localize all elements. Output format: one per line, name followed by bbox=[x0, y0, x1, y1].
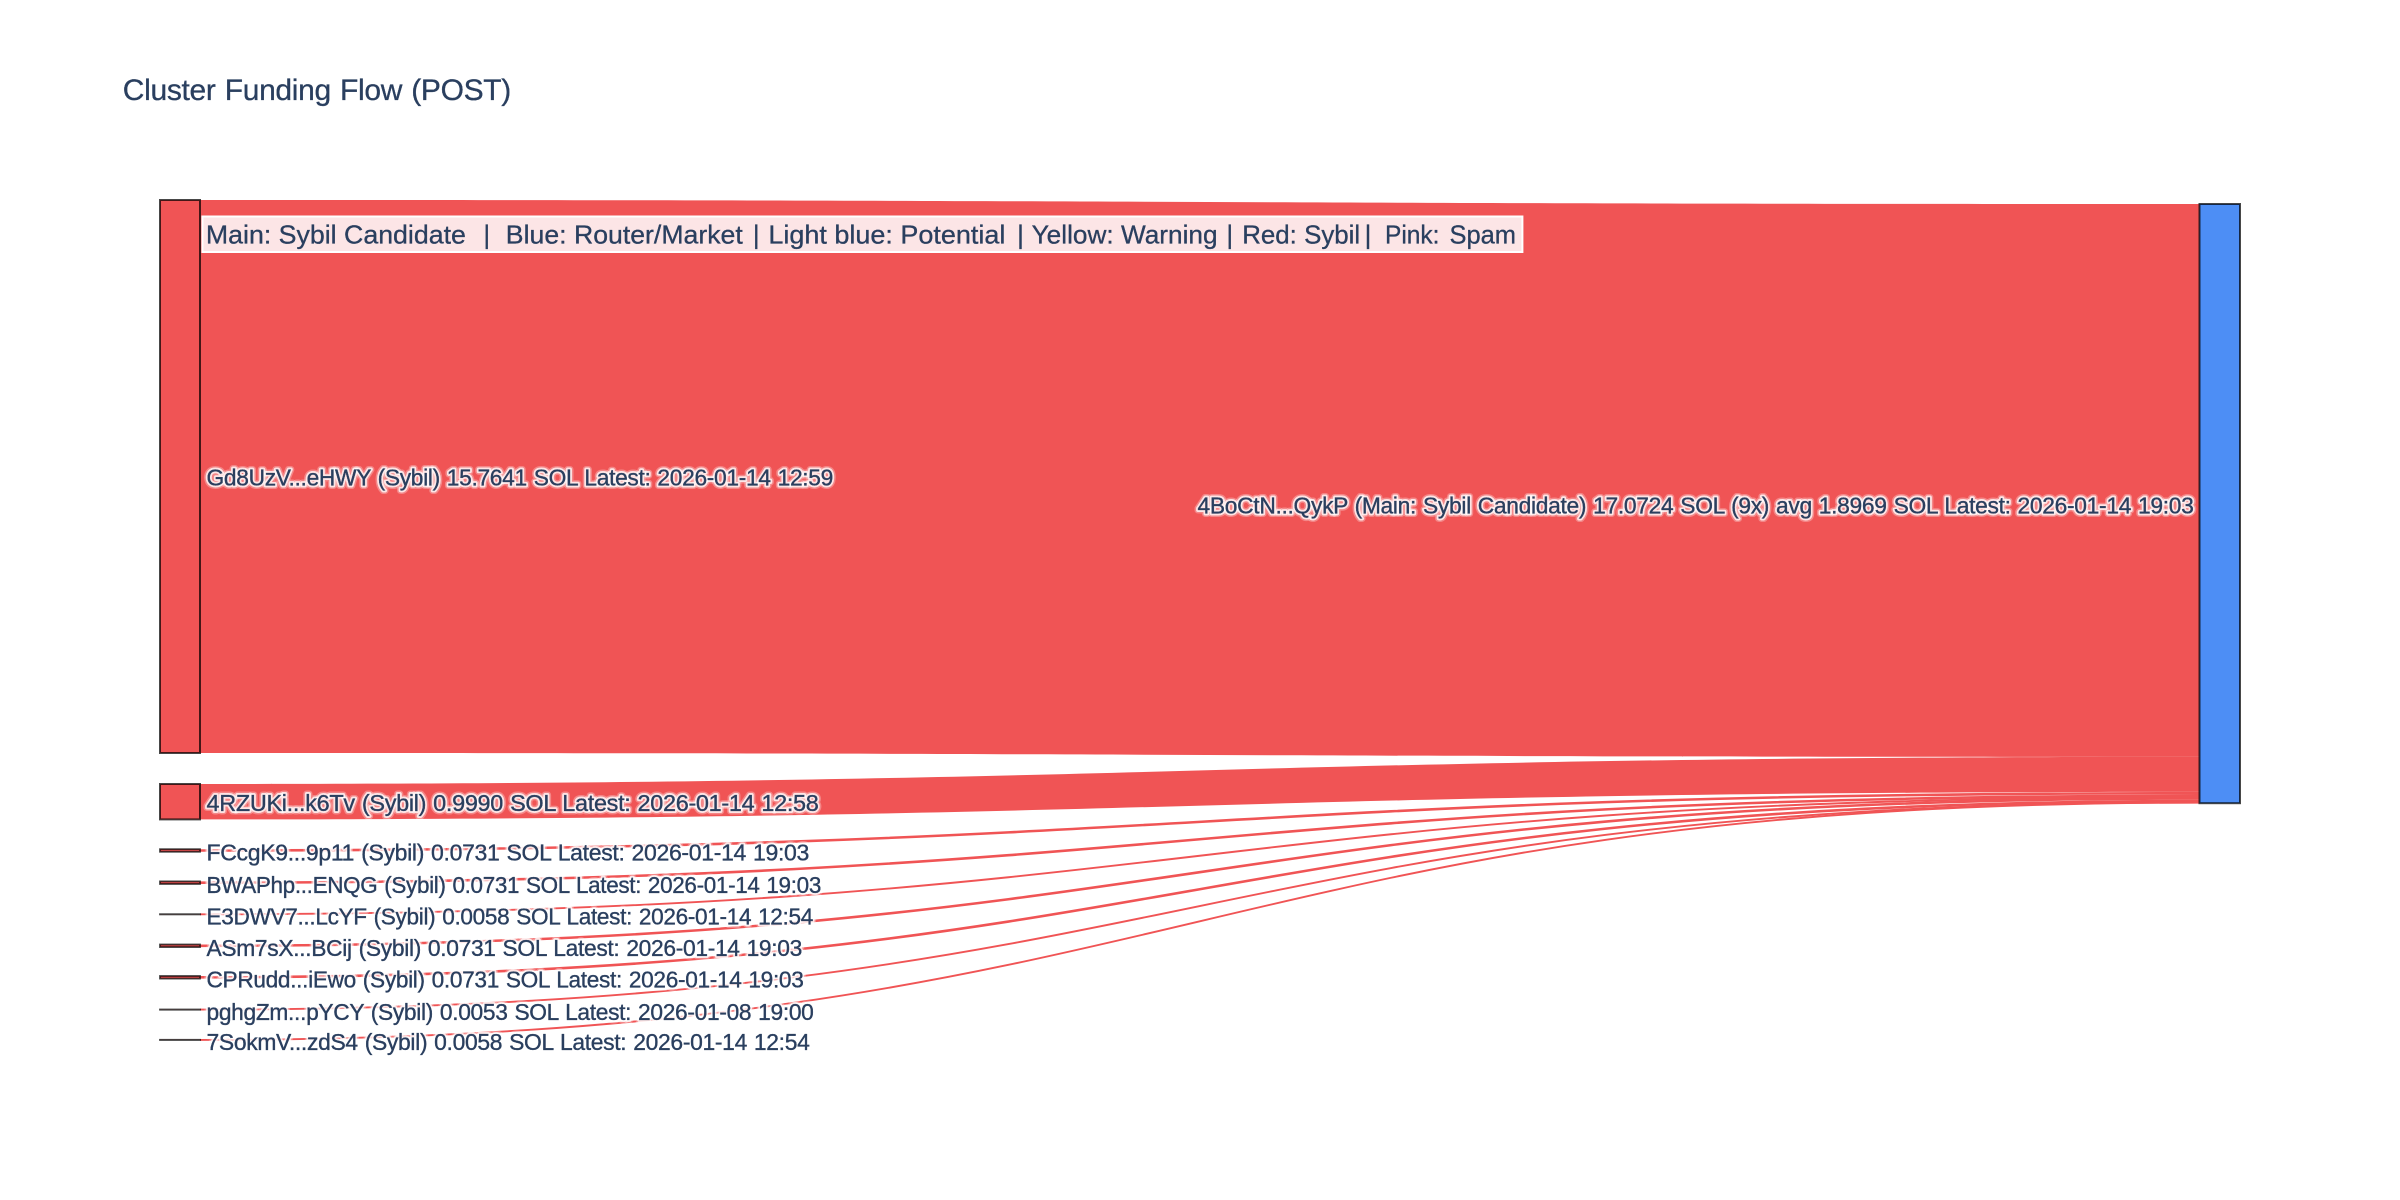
svg-text:4RZUKi...k6Tv (Sybil) 0.9990 S: 4RZUKi...k6Tv (Sybil) 0.9990 SOL Latest:… bbox=[207, 790, 819, 816]
svg-text:Gd8UzV...eHWY (Sybil) 15.7641: Gd8UzV...eHWY (Sybil) 15.7641 SOL Latest… bbox=[207, 464, 834, 490]
svg-text:4BoCtN...QykP (Main: Sybil Can: 4BoCtN...QykP (Main: Sybil Candidate) 17… bbox=[1198, 492, 2194, 518]
svg-text:Main: Sybil Candidate|Blue: Ro: Main: Sybil Candidate | Blue: Router/Marke… bbox=[206, 219, 1516, 249]
svg-text:4BoCtN...QykP (Main: Sybil Can: 4BoCtN...QykP (Main: Sybil Candidate) 17… bbox=[1198, 492, 2194, 518]
svg-text:E3DWV7...LcYF (Sybil) 0.0058 S: E3DWV7...LcYF (Sybil) 0.0058 SOL Latest:… bbox=[207, 904, 814, 930]
svg-text:7SokmV...zdS4 (Sybil) 0.0058 S: 7SokmV...zdS4 (Sybil) 0.0058 SOL Latest:… bbox=[207, 1029, 811, 1055]
svg-text:BWAPhp...ENQG (Sybil) 0.0731 S: BWAPhp...ENQG (Sybil) 0.0731 SOL Latest:… bbox=[207, 872, 822, 898]
svg-text:7SokmV...zdS4 (Sybil) 0.0058 S: 7SokmV...zdS4 (Sybil) 0.0058 SOL Latest:… bbox=[207, 1029, 811, 1055]
svg-text:CPRudd...iEwo (Sybil) 0.0731 S: CPRudd...iEwo (Sybil) 0.0731 SOL Latest:… bbox=[207, 967, 804, 993]
svg-text:E3DWV7...LcYF (Sybil) 0.0058 S: E3DWV7...LcYF (Sybil) 0.0058 SOL Latest:… bbox=[207, 904, 814, 930]
svg-text:4RZUKi...k6Tv (Sybil) 0.9990 S: 4RZUKi...k6Tv (Sybil) 0.9990 SOL Latest:… bbox=[207, 790, 819, 816]
svg-text:FCcgK9...9p11 (Sybil) 0.0731 S: FCcgK9...9p11 (Sybil) 0.0731 SOL Latest:… bbox=[207, 840, 810, 866]
svg-text:pghgZm...pYCY (Sybil) 0.0053 S: pghgZm...pYCY (Sybil) 0.0053 SOL Latest:… bbox=[207, 999, 814, 1025]
svg-text:4BoCtN...QykP (Main: Sybil Can: 4BoCtN...QykP (Main: Sybil Candidate) 17… bbox=[1198, 492, 2194, 518]
svg-text:Gd8UzV...eHWY (Sybil) 15.7641: Gd8UzV...eHWY (Sybil) 15.7641 SOL Latest… bbox=[207, 464, 834, 490]
svg-text:E3DWV7...LcYF (Sybil) 0.0058 S: E3DWV7...LcYF (Sybil) 0.0058 SOL Latest:… bbox=[207, 904, 814, 930]
svg-text:pghgZm...pYCY (Sybil) 0.0053 S: pghgZm...pYCY (Sybil) 0.0053 SOL Latest:… bbox=[207, 999, 814, 1025]
svg-text:ASm7sX...BCij (Sybil) 0.0731 S: ASm7sX...BCij (Sybil) 0.0731 SOL Latest:… bbox=[207, 935, 803, 961]
svg-text:Gd8UzV...eHWY (Sybil) 15.7641: Gd8UzV...eHWY (Sybil) 15.7641 SOL Latest… bbox=[207, 464, 834, 490]
svg-text:ASm7sX...BCij (Sybil) 0.0731 S: ASm7sX...BCij (Sybil) 0.0731 SOL Latest:… bbox=[207, 935, 803, 961]
svg-text:FCcgK9...9p11 (Sybil) 0.0731 S: FCcgK9...9p11 (Sybil) 0.0731 SOL Latest:… bbox=[207, 840, 810, 866]
svg-text:Cluster Funding Flow (POST): Cluster Funding Flow (POST) bbox=[123, 74, 511, 107]
svg-text:7SokmV...zdS4 (Sybil) 0.0058 S: 7SokmV...zdS4 (Sybil) 0.0058 SOL Latest:… bbox=[207, 1029, 811, 1055]
svg-text:BWAPhp...ENQG (Sybil) 0.0731 S: BWAPhp...ENQG (Sybil) 0.0731 SOL Latest:… bbox=[207, 872, 822, 898]
svg-text:BWAPhp...ENQG (Sybil) 0.0731 S: BWAPhp...ENQG (Sybil) 0.0731 SOL Latest:… bbox=[207, 872, 822, 898]
svg-text:CPRudd...iEwo (Sybil) 0.0731 S: CPRudd...iEwo (Sybil) 0.0731 SOL Latest:… bbox=[207, 967, 804, 993]
svg-text:CPRudd...iEwo (Sybil) 0.0731 S: CPRudd...iEwo (Sybil) 0.0731 SOL Latest:… bbox=[207, 967, 804, 993]
svg-text:FCcgK9...9p11 (Sybil) 0.0731 S: FCcgK9...9p11 (Sybil) 0.0731 SOL Latest:… bbox=[207, 840, 810, 866]
svg-text:pghgZm...pYCY (Sybil) 0.0053 S: pghgZm...pYCY (Sybil) 0.0053 SOL Latest:… bbox=[207, 999, 814, 1025]
svg-text:4RZUKi...k6Tv (Sybil) 0.9990 S: 4RZUKi...k6Tv (Sybil) 0.9990 SOL Latest:… bbox=[207, 790, 819, 816]
svg-text:ASm7sX...BCij (Sybil) 0.0731 S: ASm7sX...BCij (Sybil) 0.0731 SOL Latest:… bbox=[207, 935, 803, 961]
